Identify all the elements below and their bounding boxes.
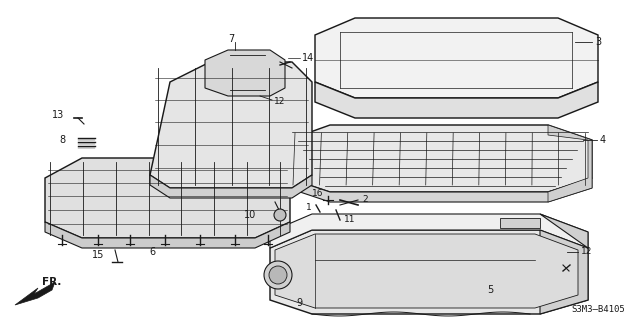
Text: 3: 3 (595, 37, 601, 47)
Text: 8: 8 (59, 135, 65, 145)
Polygon shape (150, 62, 312, 188)
Polygon shape (15, 282, 55, 305)
Polygon shape (315, 82, 598, 118)
Polygon shape (500, 218, 540, 228)
Text: 5: 5 (487, 285, 493, 295)
Text: 7: 7 (228, 34, 234, 44)
Polygon shape (540, 214, 588, 314)
Polygon shape (288, 125, 592, 192)
Text: 16: 16 (312, 188, 323, 197)
Polygon shape (150, 175, 312, 198)
Circle shape (264, 261, 292, 289)
Text: 4: 4 (600, 135, 606, 145)
Polygon shape (270, 214, 588, 248)
Polygon shape (288, 178, 592, 202)
Polygon shape (270, 230, 588, 314)
Text: 15: 15 (92, 250, 104, 260)
Text: 12: 12 (274, 98, 286, 107)
Polygon shape (315, 18, 598, 98)
Text: S3M3—B4105: S3M3—B4105 (571, 306, 625, 315)
Text: 11: 11 (344, 215, 355, 225)
Text: 9: 9 (296, 298, 302, 308)
Polygon shape (275, 234, 578, 308)
Text: 13: 13 (52, 110, 64, 120)
Text: 10: 10 (244, 210, 256, 220)
Text: 2: 2 (362, 196, 368, 204)
Polygon shape (45, 222, 290, 248)
Polygon shape (205, 50, 285, 96)
Text: 1: 1 (307, 204, 312, 212)
Circle shape (274, 209, 286, 221)
Polygon shape (45, 158, 290, 238)
Text: FR.: FR. (42, 277, 61, 287)
Text: 14: 14 (302, 53, 314, 63)
Text: 12: 12 (581, 247, 592, 257)
Text: 6: 6 (149, 247, 155, 257)
Polygon shape (548, 125, 592, 202)
Circle shape (269, 266, 287, 284)
